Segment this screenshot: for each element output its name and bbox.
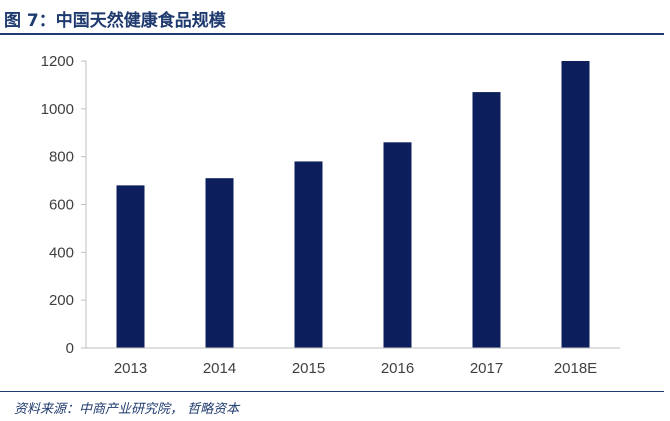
x-ticks-group: 2013 2014 2015 2016 2017 2018E xyxy=(114,360,597,377)
bar-2014 xyxy=(205,178,234,348)
figure-title: 图 7：中国天然健康食品规模 xyxy=(4,11,226,31)
y-tick-label: 0 xyxy=(66,340,74,357)
bars-group xyxy=(116,61,590,348)
title-divider xyxy=(0,33,664,35)
bar-2017 xyxy=(472,92,501,348)
x-tick-label: 2017 xyxy=(470,360,503,377)
source-note: 资料来源：中商产业研究院， 哲略资本 xyxy=(14,402,240,417)
x-tick-label: 2013 xyxy=(114,360,147,377)
source-divider xyxy=(0,391,664,392)
y-tick-label: 1000 xyxy=(41,101,74,118)
bar-2016 xyxy=(383,142,412,348)
x-tick-label: 2018E xyxy=(554,360,597,377)
x-tick-label: 2014 xyxy=(203,360,236,377)
y-tick-label: 200 xyxy=(49,292,74,309)
bar-2013 xyxy=(116,185,145,348)
bar-2015 xyxy=(294,161,323,348)
x-tick-label: 2016 xyxy=(381,360,414,377)
bar-2018e xyxy=(561,61,590,348)
y-ticks-group: 0 200 400 600 800 1000 1200 xyxy=(41,53,86,357)
y-tick-label: 1200 xyxy=(41,53,74,70)
y-tick-label: 400 xyxy=(49,244,74,261)
axes-group xyxy=(85,61,620,349)
y-tick-label: 800 xyxy=(49,149,74,166)
x-tick-label: 2015 xyxy=(292,360,325,377)
y-tick-label: 600 xyxy=(49,197,74,214)
